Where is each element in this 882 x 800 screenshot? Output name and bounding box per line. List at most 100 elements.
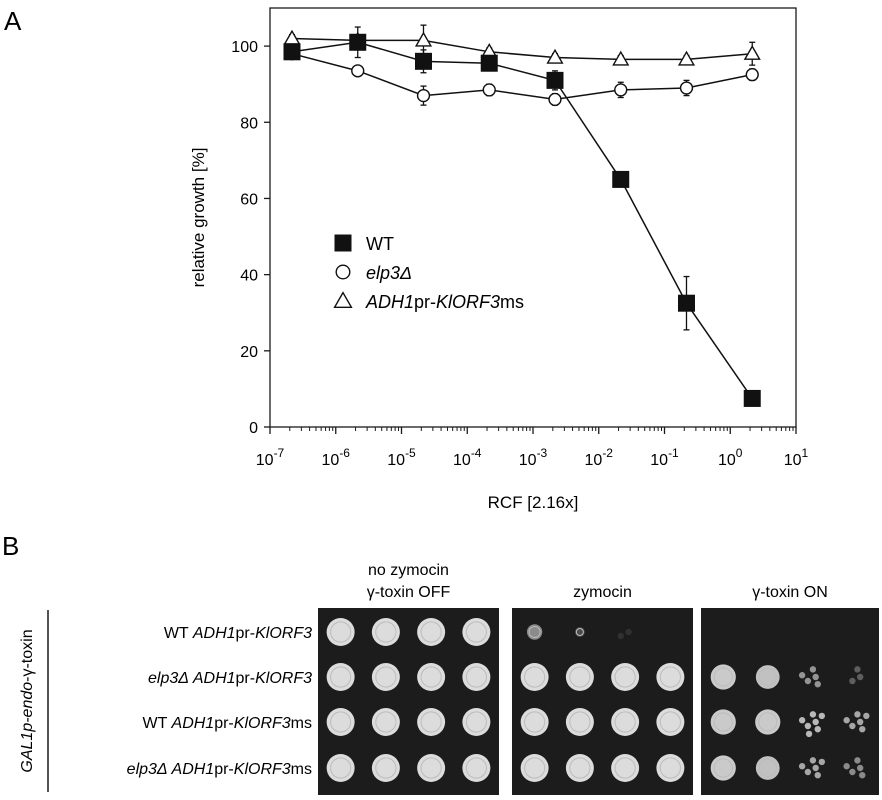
colony-spot <box>417 708 446 736</box>
data-point <box>546 48 564 64</box>
colony-spot <box>520 754 549 782</box>
colony-spot <box>798 757 826 779</box>
strain-label: WT ADH1pr-KlORF3ms <box>142 715 312 732</box>
data-point <box>482 83 496 97</box>
colony-spot <box>462 618 491 646</box>
plates <box>318 608 879 795</box>
x-tick-label: 101 <box>784 446 809 469</box>
colony-spot <box>574 627 585 637</box>
x-tick-label: 10-6 <box>322 446 351 469</box>
data-point <box>283 29 301 45</box>
colony-spot <box>565 708 594 736</box>
colony-spot <box>565 754 594 782</box>
colony-spot <box>526 624 543 640</box>
condition-header: γ-toxin ON <box>752 584 828 601</box>
colony-spot <box>849 666 864 685</box>
legend-label: elp3Δ <box>366 263 412 283</box>
data-point <box>480 54 498 72</box>
strain-label: WT ADH1pr-KlORF3 <box>164 625 312 642</box>
x-tick-label: 10-7 <box>256 446 285 469</box>
colony-spot <box>611 708 640 736</box>
colony-spot <box>462 663 491 691</box>
colony-spot <box>371 663 400 691</box>
condition-header: γ-toxin OFF <box>367 584 451 601</box>
data-point <box>743 389 761 407</box>
plate-1 <box>512 608 693 795</box>
colony-spot <box>656 754 685 782</box>
data-point <box>349 33 367 51</box>
y-tick-label: 100 <box>231 39 258 56</box>
y-tick-label: 40 <box>240 268 258 285</box>
x-tick-label: 10-5 <box>387 446 416 469</box>
data-point <box>414 52 432 70</box>
x-tick-label: 10-1 <box>650 446 679 469</box>
colony-spot <box>462 708 491 736</box>
colony-spot <box>843 757 866 779</box>
legend-marker <box>334 234 352 252</box>
data-point <box>351 64 365 78</box>
colony-spot <box>710 755 736 781</box>
series-line <box>291 41 753 399</box>
condition-header: zymocin <box>573 584 632 601</box>
y-tick-label: 80 <box>240 115 258 132</box>
colony-spot <box>656 663 685 691</box>
colony-spot <box>326 618 355 646</box>
series-line <box>291 52 753 101</box>
data-point <box>679 81 694 95</box>
strain-label: elp3Δ ADH1pr-KlORF3ms <box>127 761 312 778</box>
data-point <box>546 71 564 89</box>
colony-spot <box>417 663 446 691</box>
colony-spot <box>617 628 632 640</box>
panel-a-label: A <box>4 6 22 36</box>
plate-2 <box>701 608 879 795</box>
x-tick-label: 10-2 <box>585 446 614 469</box>
legend-label: WT <box>366 234 394 254</box>
colony-spot <box>843 711 870 733</box>
side-label: GAL1p-endo-γ-toxin <box>19 629 36 772</box>
colony-spot <box>755 756 780 780</box>
y-tick-label: 20 <box>240 344 258 361</box>
colony-spot <box>417 618 446 646</box>
data-point <box>414 31 433 47</box>
data-point <box>745 68 759 82</box>
legend-marker <box>333 291 353 308</box>
panel-b-label: B <box>2 531 19 561</box>
plate-0 <box>318 608 499 795</box>
colony-spot <box>326 754 355 782</box>
colony-spot <box>371 708 400 736</box>
colony-spot <box>755 709 781 735</box>
colony-spot <box>417 754 446 782</box>
data-point <box>743 44 761 60</box>
y-tick-label: 0 <box>249 420 258 437</box>
data-point <box>283 43 301 61</box>
data-point <box>416 88 431 103</box>
colony-spot <box>798 666 821 688</box>
data-series <box>283 24 761 407</box>
condition-headers: no zymocin γ-toxin OFF zymocin γ-toxin ON <box>367 562 828 601</box>
colony-spot <box>326 708 355 736</box>
x-tick-label: 10-3 <box>519 446 548 469</box>
colony-spot <box>611 754 640 782</box>
colony-spot <box>710 709 736 735</box>
colony-spot <box>755 665 780 689</box>
y-tick-label: 60 <box>240 191 258 208</box>
legend-label: ADH1pr-KlORF3ms <box>365 292 524 312</box>
colony-spot <box>611 663 640 691</box>
x-axis-ticks: 10-7 10-6 10-5 10-4 10-3 10-2 10-1 100 101 <box>256 427 809 469</box>
colony-spot <box>520 708 549 736</box>
colony-spot <box>710 664 736 690</box>
data-point <box>677 50 696 66</box>
data-point <box>612 170 630 188</box>
series-line <box>291 37 753 61</box>
colony-spot <box>798 711 826 738</box>
plot-frame <box>269 7 797 428</box>
legend-marker <box>335 264 351 280</box>
y-axis-ticks: 0 20 40 60 80 100 <box>231 39 270 437</box>
colony-spot <box>462 754 491 782</box>
colony-spot <box>326 663 355 691</box>
x-axis-label: RCF [2.16x] <box>488 493 579 512</box>
data-point <box>612 50 630 66</box>
strain-label: elp3Δ ADH1pr-KlORF3 <box>148 670 312 687</box>
